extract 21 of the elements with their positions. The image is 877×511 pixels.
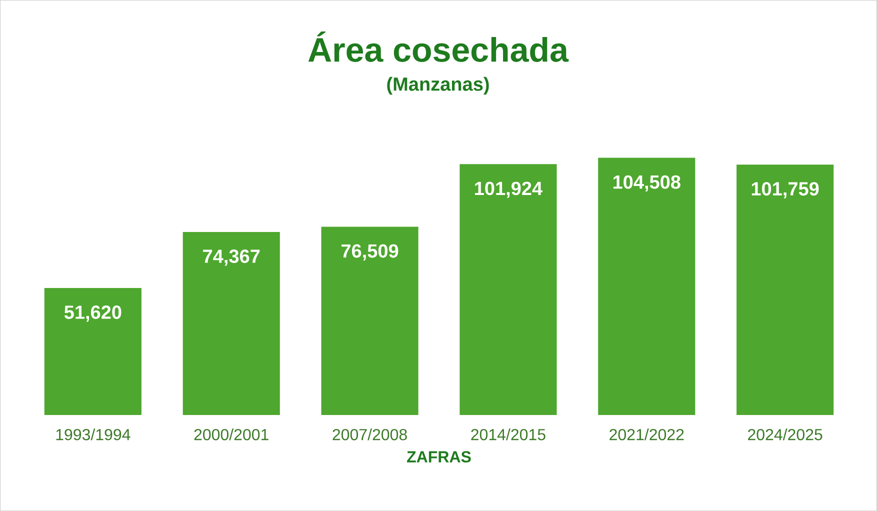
bar	[736, 164, 834, 416]
data-label: 51,620	[64, 306, 122, 322]
x-tick-label: 1993/1994	[56, 428, 130, 440]
x-tick-label: 2007/2008	[332, 428, 407, 440]
x-tick-label: 2000/2001	[194, 428, 268, 440]
bar	[598, 158, 696, 416]
data-label: 76,509	[342, 244, 398, 261]
bar	[460, 164, 557, 416]
x-tick-label: 2014/2015	[471, 428, 546, 440]
data-label: 104,508	[613, 175, 680, 192]
x-tick-label: 2024/2025	[748, 428, 822, 440]
x-axis-title: ZAFRAS	[407, 451, 471, 463]
chart-subtitle: (Manzanas)	[387, 77, 489, 95]
bar	[182, 232, 280, 416]
x-tick-label: 2021/2022	[610, 428, 684, 440]
chart-title: Área cosechada	[308, 32, 569, 62]
data-label: 101,924	[475, 182, 542, 198]
bar	[321, 226, 418, 416]
data-label: 74,367	[203, 250, 260, 266]
data-label: 101,759	[752, 182, 819, 198]
bar	[44, 288, 142, 416]
